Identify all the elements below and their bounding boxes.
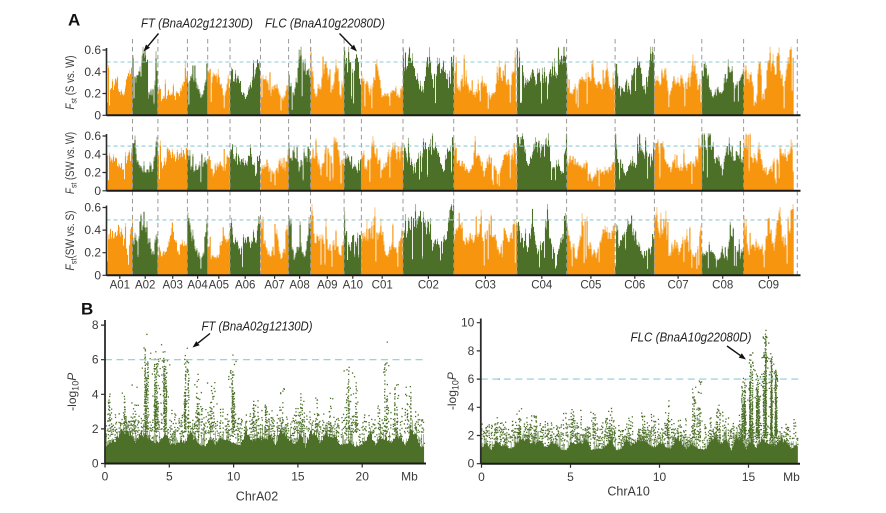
svg-text:8: 8 [468,344,475,358]
svg-text:0.4: 0.4 [84,223,101,237]
svg-text:FLC (BnaA10g22080D): FLC (BnaA10g22080D) [631,330,752,345]
svg-text:Fst(SW vs. S): Fst(SW vs. S) [65,210,79,270]
svg-text:0: 0 [92,457,99,471]
svg-text:5: 5 [166,470,173,484]
svg-text:0.2: 0.2 [84,246,101,260]
svg-text:A09: A09 [317,280,337,292]
svg-text:C01: C01 [372,280,393,292]
svg-text:-log10P: -log10P [445,372,461,410]
svg-text:0: 0 [94,108,101,122]
svg-text:10: 10 [461,316,475,330]
svg-text:15: 15 [742,470,756,484]
svg-text:-log10P: -log10P [65,373,81,411]
svg-text:A04: A04 [187,280,208,292]
svg-text:0.4: 0.4 [84,65,101,79]
svg-text:2: 2 [92,422,99,436]
svg-text:6: 6 [468,372,475,386]
svg-text:C03: C03 [475,280,496,292]
svg-text:A07: A07 [264,280,284,292]
svg-text:B: B [81,300,93,319]
svg-text:A06: A06 [235,280,255,292]
svg-text:C09: C09 [758,280,779,292]
svg-text:A02: A02 [135,280,155,292]
svg-text:ChrA10: ChrA10 [607,485,649,499]
svg-text:FT (BnaA02g12130D): FT (BnaA02g12130D) [141,16,253,31]
svg-text:A05: A05 [209,280,229,292]
svg-text:8: 8 [92,318,99,332]
svg-text:A08: A08 [289,280,309,292]
svg-text:Fst (SW vs. W): Fst (SW vs. W) [65,132,79,194]
svg-text:A: A [68,11,80,30]
svg-text:4: 4 [92,387,99,401]
svg-text:Mb: Mb [401,470,418,484]
svg-text:FT (BnaA02g12130D): FT (BnaA02g12130D) [202,319,313,334]
svg-text:10: 10 [227,470,241,484]
svg-text:0.6: 0.6 [84,43,101,57]
svg-text:0: 0 [468,457,475,471]
svg-text:0: 0 [478,470,485,484]
svg-text:FLC (BnaA10g22080D): FLC (BnaA10g22080D) [265,16,385,31]
svg-text:C02: C02 [418,280,439,292]
svg-text:ChrA02: ChrA02 [236,490,278,504]
svg-text:2: 2 [468,429,475,443]
svg-text:C05: C05 [580,280,601,292]
svg-text:A10: A10 [343,280,363,292]
svg-text:0.6: 0.6 [84,129,101,143]
svg-text:0.4: 0.4 [84,147,101,161]
svg-text:0.2: 0.2 [84,87,101,101]
svg-text:Fst (S vs. W): Fst (S vs. W) [65,55,79,109]
svg-text:0.2: 0.2 [84,166,101,180]
svg-text:0: 0 [102,470,109,484]
svg-text:15: 15 [291,470,305,484]
svg-text:0.6: 0.6 [84,201,101,215]
svg-text:0: 0 [94,268,101,282]
svg-text:A01: A01 [110,280,130,292]
svg-text:C06: C06 [624,280,645,292]
svg-text:20: 20 [356,470,370,484]
svg-text:Mb: Mb [783,470,800,484]
svg-text:0: 0 [94,184,101,198]
svg-text:A03: A03 [162,280,182,292]
svg-text:10: 10 [653,470,667,484]
svg-text:6: 6 [92,353,99,367]
svg-text:5: 5 [567,470,574,484]
svg-text:4: 4 [468,400,475,414]
svg-text:C08: C08 [712,280,733,292]
svg-text:C04: C04 [531,280,553,292]
svg-text:C07: C07 [668,280,689,292]
